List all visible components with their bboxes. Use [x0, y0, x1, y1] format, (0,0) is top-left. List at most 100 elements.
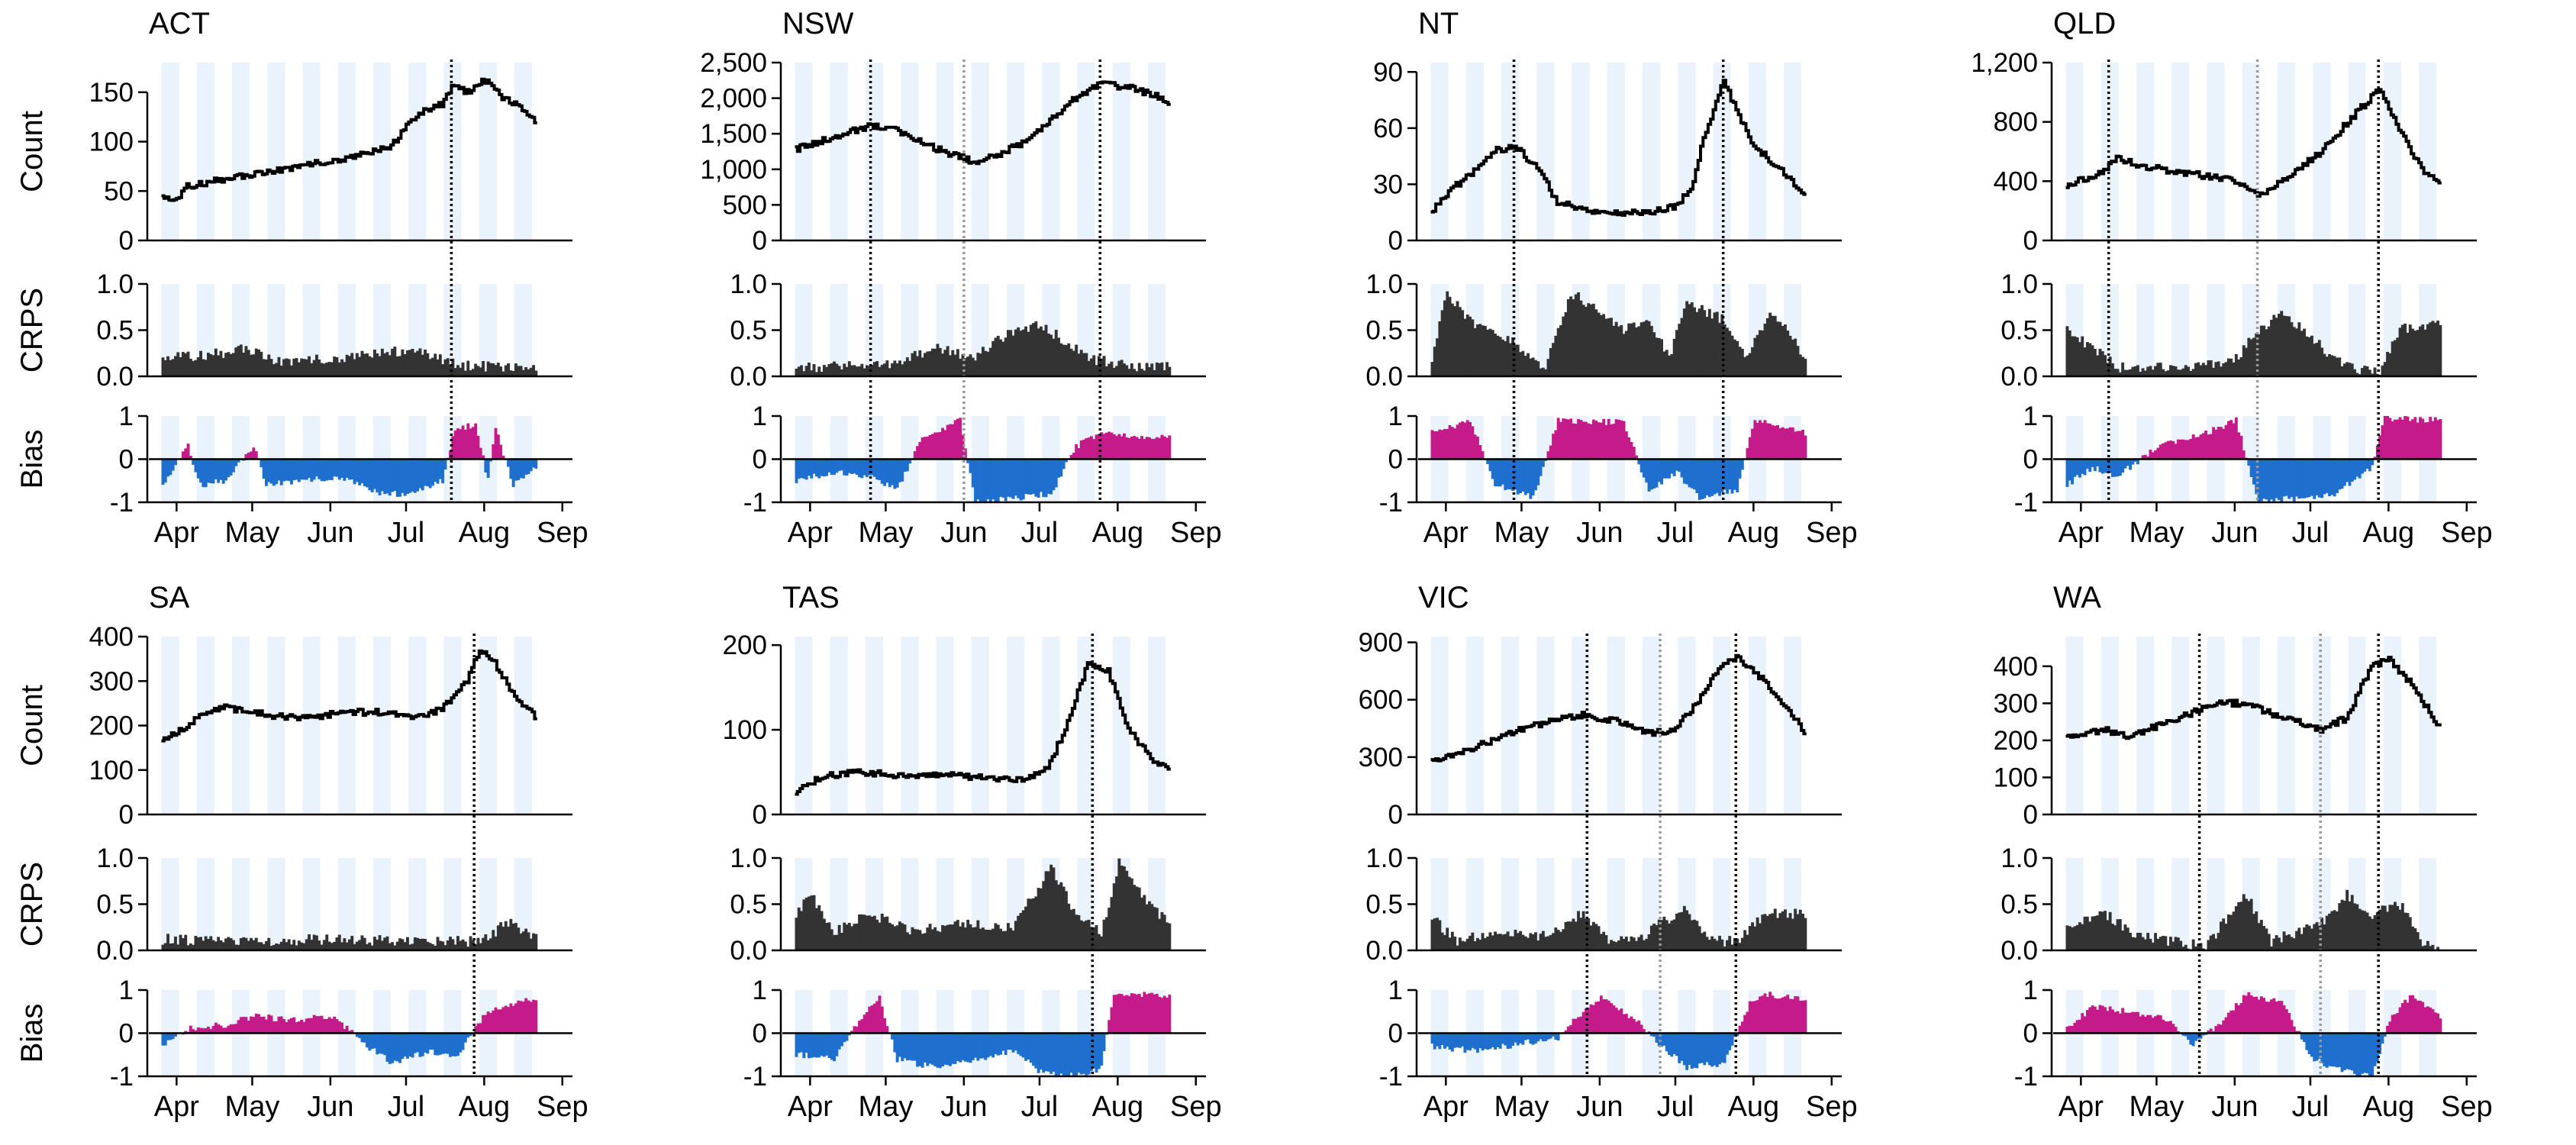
crps-week-shading	[795, 284, 1166, 376]
crps-bar	[1776, 918, 1779, 950]
crps-bar	[461, 939, 465, 950]
y-tick-label: 200	[89, 711, 134, 741]
x-tick-label-jul: Jul	[1021, 1091, 1059, 1123]
bias-bar-negative	[2259, 459, 2263, 502]
bias-bar-positive	[1748, 1001, 1752, 1034]
crps-bar	[2328, 353, 2331, 376]
crps-bar	[494, 936, 498, 950]
bias-bar-positive	[529, 1001, 533, 1034]
crps-bar	[2265, 928, 2268, 950]
bias-bar-negative	[272, 459, 276, 486]
crps-bar	[1798, 909, 1802, 950]
bias-bar-negative	[2278, 459, 2281, 500]
crps-bar	[1635, 940, 1638, 950]
bias-bar-positive	[913, 451, 917, 460]
week-shade-band	[161, 858, 179, 950]
crps-bar	[224, 938, 227, 950]
crps-bar	[2303, 927, 2306, 950]
crps-bar	[866, 915, 869, 950]
x-tick-label-aug: Aug	[2363, 1091, 2415, 1123]
bias-bar-negative	[221, 459, 225, 484]
bias-bar-negative	[1488, 459, 1492, 472]
crps-bar	[2108, 911, 2112, 950]
bias-bar-positive	[2139, 1016, 2142, 1034]
bias-bar-negative	[2292, 459, 2296, 502]
bias-bar-negative	[988, 1033, 992, 1056]
bias-bar-positive	[1087, 437, 1091, 460]
bias-bar-negative	[345, 459, 349, 478]
crps-bar	[1577, 911, 1580, 950]
bias-bar-positive	[1433, 431, 1436, 460]
bias-bar-negative	[1685, 459, 1689, 485]
crps-bar	[2391, 905, 2394, 950]
crps-bar	[837, 924, 841, 950]
crps-bar	[519, 933, 523, 950]
bias-bar-negative	[1707, 459, 1711, 498]
crps-bar	[310, 940, 314, 950]
crps-bar	[911, 927, 914, 950]
crps-bar	[1738, 943, 1742, 950]
bias-bar-negative	[2340, 1033, 2344, 1072]
bias-bar-negative	[1471, 1033, 1475, 1048]
crps-bar	[353, 943, 356, 950]
x-tick-label-may: May	[859, 517, 914, 549]
crps-bar	[2416, 932, 2420, 950]
bias-bar-positive	[340, 1022, 343, 1034]
crps-bar	[2365, 912, 2369, 950]
crps-bar	[219, 940, 223, 950]
bias-bar-negative	[1092, 1033, 1096, 1069]
bias-bar-negative	[1519, 459, 1522, 494]
bias-bar-negative	[325, 459, 329, 481]
week-shade-band	[196, 637, 214, 814]
crps-bar	[2229, 914, 2233, 950]
bias-bar-negative	[2284, 459, 2288, 496]
bias-bar-negative	[1534, 1033, 1537, 1043]
crps-bar	[1072, 350, 1075, 376]
week-shade-band	[479, 637, 497, 814]
crps-bar	[378, 356, 382, 376]
bias-bar-positive	[2071, 1026, 2074, 1034]
bias-bar-negative	[1660, 1033, 1663, 1047]
bias-bar-positive	[2194, 437, 2197, 460]
crps-bar	[2252, 337, 2255, 376]
y-tick-label: 0.0	[96, 936, 134, 966]
bias-bar-negative	[398, 459, 401, 497]
crps-bar	[438, 940, 442, 950]
bias-bar-positive	[2123, 1012, 2127, 1034]
bias-bar-negative	[812, 459, 816, 474]
crps-bar	[1097, 934, 1101, 950]
crps-bar	[1001, 341, 1005, 376]
week-shade-band	[2171, 284, 2190, 376]
crps-bar	[320, 363, 324, 376]
crps-bar	[395, 356, 399, 376]
x-tick-label-may: May	[1494, 517, 1549, 549]
bias-bar-positive	[262, 1016, 266, 1034]
crps-bar	[1784, 324, 1787, 376]
crps-bar	[2429, 946, 2433, 950]
bias-bar-negative	[822, 459, 826, 477]
bias-bar-positive	[501, 455, 505, 460]
crps-bar	[949, 924, 952, 950]
bias-bar-negative	[1710, 1033, 1714, 1067]
bias-bar-positive	[285, 1022, 289, 1034]
bias-bar-positive	[466, 423, 470, 460]
bias-bar-negative	[424, 459, 427, 486]
crps-bar	[1579, 300, 1583, 376]
crps-week-shading	[161, 284, 533, 376]
crps-bar	[426, 941, 430, 950]
bias-bar-negative	[2365, 1033, 2369, 1074]
bias-bar-positive	[2391, 421, 2394, 460]
crps-bar	[2207, 940, 2210, 950]
week-shade-band	[373, 637, 392, 814]
bias-bar-negative	[966, 459, 970, 463]
crps-bar	[333, 941, 337, 950]
crps-bar	[800, 911, 803, 950]
bias-bar-positive	[1622, 1014, 1626, 1034]
bias-bar-positive	[2143, 454, 2147, 460]
bias-bar-negative	[1463, 1033, 1467, 1053]
bias-bar-negative	[1688, 1033, 1691, 1066]
bias-bar-positive	[489, 1013, 492, 1034]
crps-bar	[2194, 363, 2197, 376]
bias-bar-positive	[267, 1014, 271, 1034]
